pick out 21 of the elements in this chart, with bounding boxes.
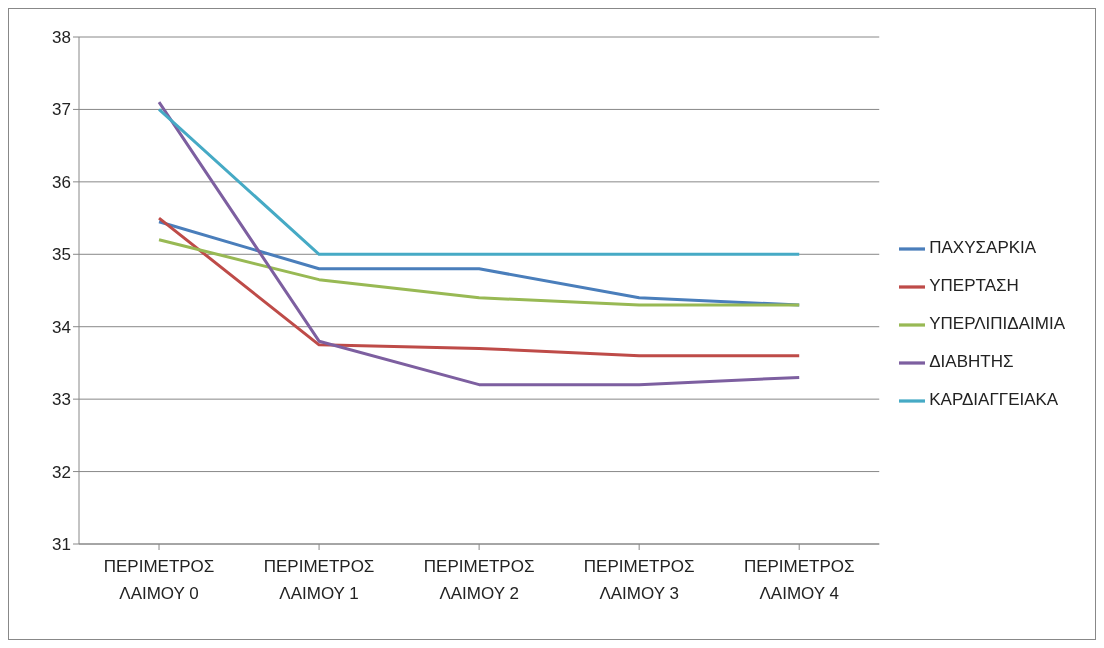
line-series xyxy=(157,216,801,358)
y-tick-label: 38 xyxy=(52,28,71,48)
x-tick-label: ΠΕΡΙΜΕΤΡΟΣ ΛΑΙΜΟΥ 1 xyxy=(263,557,375,603)
y-tick-label: 32 xyxy=(52,462,71,482)
x-tick-label: ΠΕΡΙΜΕΤΡΟΣ ΛΑΙΜΟΥ 3 xyxy=(583,557,695,603)
line-series xyxy=(157,100,801,387)
legend-label: ΔΙΑΒΗΤΗΣ xyxy=(929,352,1014,371)
line-series xyxy=(157,238,801,307)
y-tick-label: 33 xyxy=(52,390,71,410)
x-tick-label: ΠΕΡΙΜΕΤΡΟΣ ΛΑΙΜΟΥ 0 xyxy=(103,557,215,603)
y-tick-label: 37 xyxy=(52,100,71,120)
legend-label: ΥΠΕΡΤΑΣΗ xyxy=(929,276,1019,295)
y-tick-label: 34 xyxy=(52,317,71,337)
legend-label: ΠΑΧΥΣΑΡΚΙΑ xyxy=(929,238,1037,257)
y-tick-label: 36 xyxy=(52,172,71,192)
x-tick-label: ΠΕΡΙΜΕΤΡΟΣ ΛΑΙΜΟΥ 2 xyxy=(423,557,535,603)
x-tick-label: ΠΕΡΙΜΕΤΡΟΣ ΛΑΙΜΟΥ 4 xyxy=(743,557,855,603)
legend-label: ΚΑΡΔΙΑΓΓΕΙΑΚΑ xyxy=(929,390,1059,409)
y-tick-label: 35 xyxy=(52,245,71,265)
legend-label: ΥΠΕΡΛΙΠΙΔΑΙΜΙΑ xyxy=(929,314,1065,333)
y-tick-label: 31 xyxy=(52,535,71,555)
